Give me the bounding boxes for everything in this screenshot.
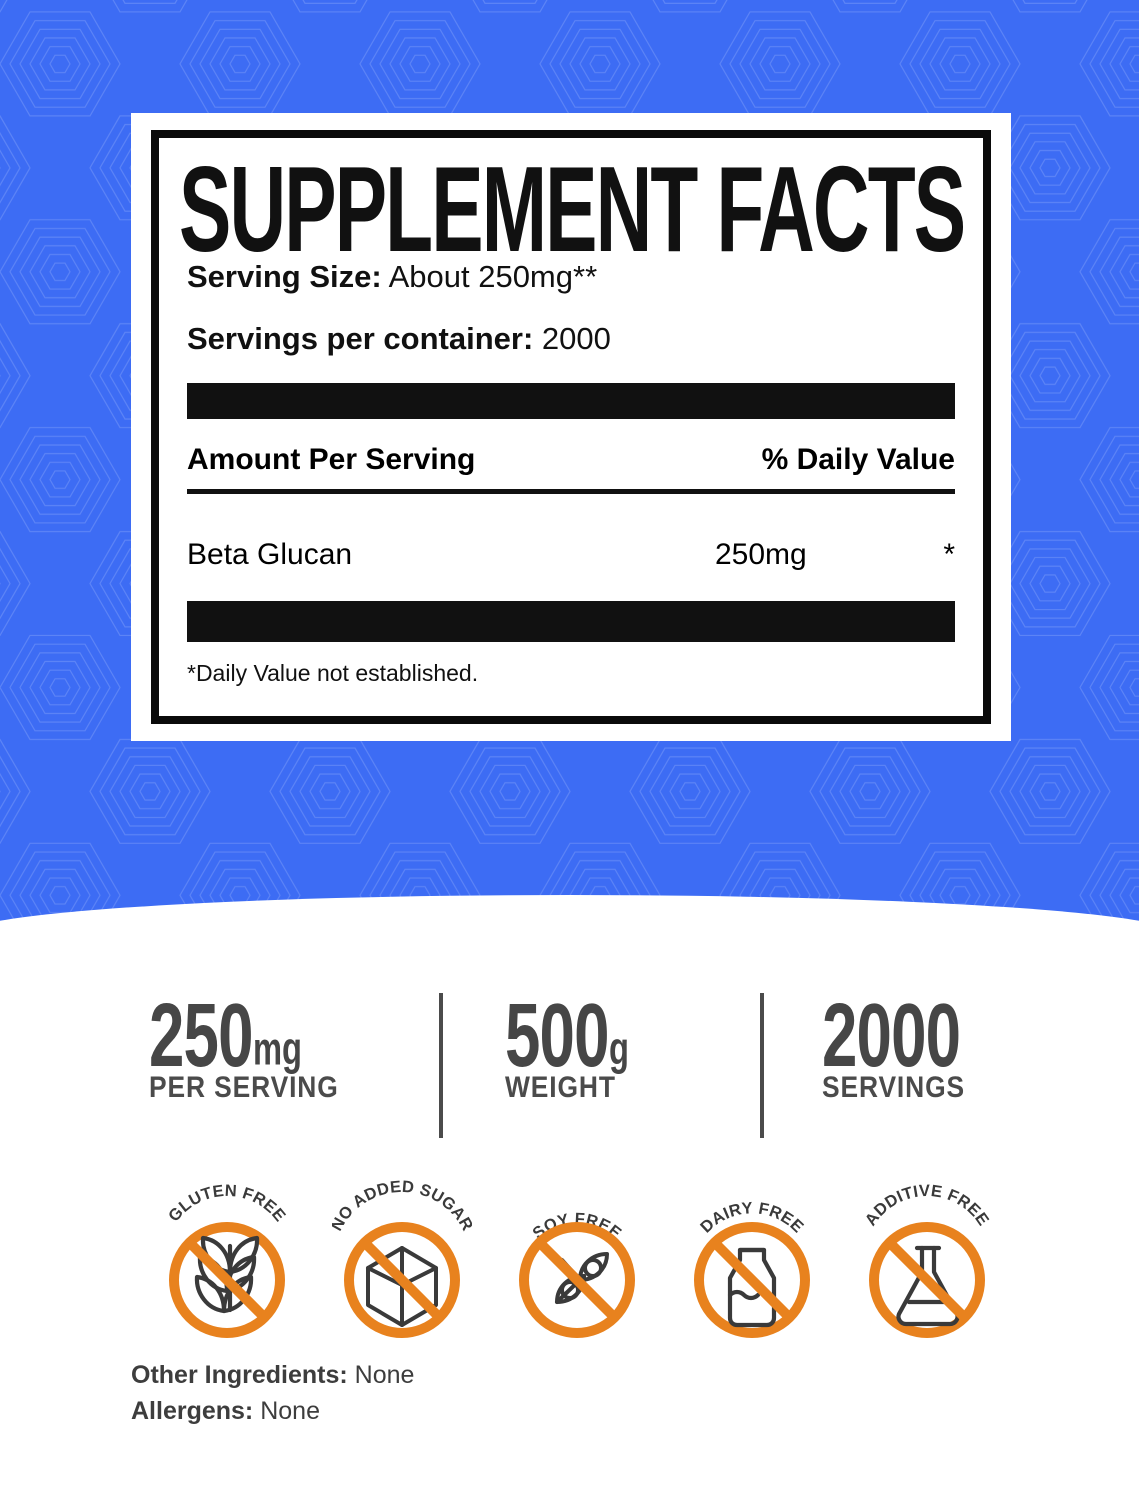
- svg-text:GLUTEN FREE: GLUTEN FREE: [165, 1182, 289, 1225]
